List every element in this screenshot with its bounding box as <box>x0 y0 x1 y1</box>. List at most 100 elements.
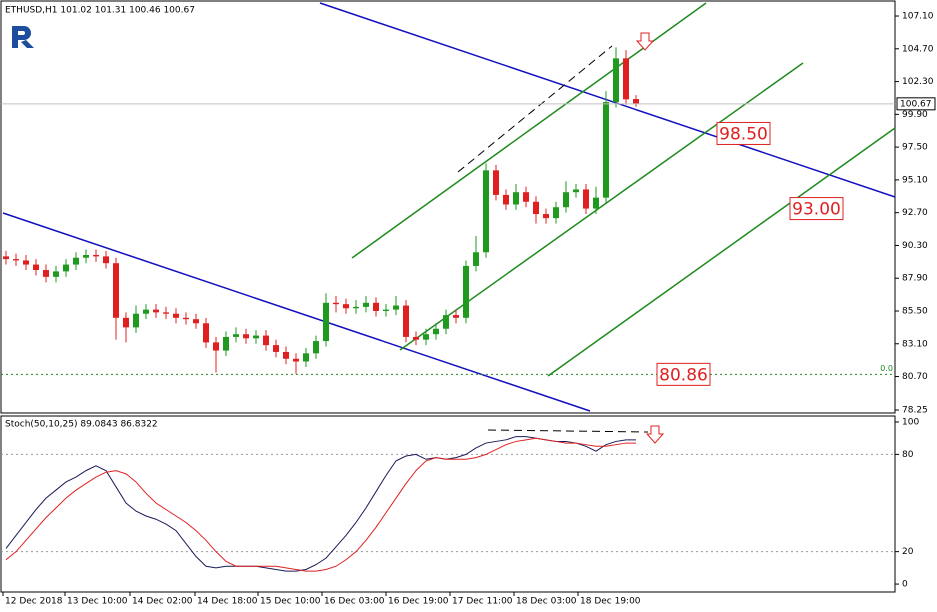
candle-body <box>13 259 19 261</box>
logo <box>12 26 34 48</box>
down-arrow <box>635 32 655 51</box>
x-tick-label: 14 Dec 18:00 <box>197 597 258 607</box>
candle-body <box>443 315 449 329</box>
trend-line <box>2 212 591 412</box>
candle-body <box>603 102 609 198</box>
candle-body <box>413 336 419 340</box>
level-box <box>716 121 771 145</box>
stoch-line <box>5 436 636 572</box>
last-price-label: 100.67 <box>900 99 932 109</box>
candle-body <box>53 271 59 277</box>
candle-body <box>463 265 469 318</box>
candle-body <box>613 58 619 103</box>
y-tick-label: 97.50 <box>902 143 928 153</box>
candle-body <box>353 306 359 309</box>
candle-body <box>73 257 79 265</box>
level-label: 80.86 <box>659 365 708 385</box>
down-arrow <box>645 425 665 444</box>
candle-body <box>323 302 329 342</box>
y-tick-label: 104.70 <box>902 44 934 54</box>
x-tick-label: 16 Dec 03:00 <box>324 597 385 607</box>
candle-body <box>383 309 389 311</box>
candle-body <box>113 263 119 318</box>
x-tick-label: 14 Dec 02:00 <box>132 597 193 607</box>
candle-body <box>153 309 159 313</box>
candle-body <box>593 197 599 209</box>
candle-body <box>203 323 209 343</box>
candle-body <box>193 319 199 324</box>
channel-line <box>547 127 896 377</box>
x-tick-label: 16 Dec 19:00 <box>388 597 449 607</box>
chart-title: ETHUSD,H1 101.02 101.31 100.46 100.67 <box>5 6 195 16</box>
y-tick-label: 90.30 <box>902 241 928 251</box>
candle-body <box>543 214 549 219</box>
candle-body <box>23 260 29 265</box>
candle-body <box>233 334 239 337</box>
x-tick-label: 12 Dec 2018 <box>5 597 63 607</box>
main-panel <box>0 0 896 414</box>
level-label: 93.00 <box>792 200 841 220</box>
level-box <box>789 197 844 221</box>
candle-body <box>393 305 399 310</box>
x-tick-label: 13 Dec 10:00 <box>67 597 128 607</box>
last-price-box <box>896 97 936 111</box>
y-tick-label: 107.10 <box>902 12 934 22</box>
candle-body <box>583 189 589 209</box>
y-tick-label: 100 <box>902 417 919 427</box>
candle-body <box>293 358 299 362</box>
candle-body <box>83 255 89 258</box>
indicator-title: Stoch(50,10,25) 89.0843 86.8322 <box>5 420 158 430</box>
divergence-line <box>457 45 613 173</box>
candle-body <box>373 302 379 311</box>
candle-body <box>573 189 579 193</box>
y-tick-label: 99.90 <box>902 110 928 120</box>
candle-body <box>433 328 439 335</box>
candle-body <box>403 305 409 337</box>
candle-body <box>423 334 429 340</box>
y-tick-label: 102.30 <box>902 77 934 87</box>
y-tick-label: 95.10 <box>902 175 928 185</box>
candle-body <box>273 345 279 352</box>
candle-body <box>473 252 479 266</box>
candle-body <box>313 341 319 354</box>
candle-body <box>213 342 219 351</box>
candle-body <box>183 317 189 320</box>
candle-body <box>163 312 169 314</box>
y-tick-label: 20 <box>902 547 914 557</box>
candle-body <box>483 170 489 253</box>
logo-mark <box>12 26 31 48</box>
x-tick-label: 15 Dec 10:00 <box>260 597 321 607</box>
candle-body <box>33 264 39 271</box>
divergence-line <box>487 429 649 433</box>
level-label: 98.50 <box>719 124 768 144</box>
candle-body <box>253 335 259 339</box>
candle-body <box>103 256 109 264</box>
logo-mark <box>21 40 34 48</box>
candle-body <box>633 99 639 104</box>
stoch-panel <box>0 415 896 593</box>
candle-body <box>303 353 309 362</box>
y-tick-label: 92.70 <box>902 208 928 218</box>
candle-body <box>533 201 539 215</box>
y-tick-label: 80.70 <box>902 372 928 382</box>
y-tick-label: 85.50 <box>902 306 928 316</box>
candle-body <box>243 334 249 339</box>
candle-body <box>623 58 629 100</box>
candle-body <box>333 302 339 305</box>
candle-body <box>143 309 149 314</box>
candle-body <box>263 335 269 346</box>
y-tick-label: 78.25 <box>902 405 928 415</box>
candle-body <box>513 192 519 205</box>
level-label: 0.0 <box>880 364 893 373</box>
candle-body <box>93 255 99 257</box>
y-tick-label: 80 <box>902 450 914 460</box>
y-tick-label: 83.10 <box>902 339 928 349</box>
candle-body <box>523 192 529 202</box>
candle-body <box>283 351 289 359</box>
candle-body <box>503 194 509 205</box>
candle-body <box>3 256 9 260</box>
x-tick-label: 17 Dec 11:00 <box>452 597 513 607</box>
candle-body <box>453 315 459 318</box>
stoch-line <box>5 437 636 572</box>
